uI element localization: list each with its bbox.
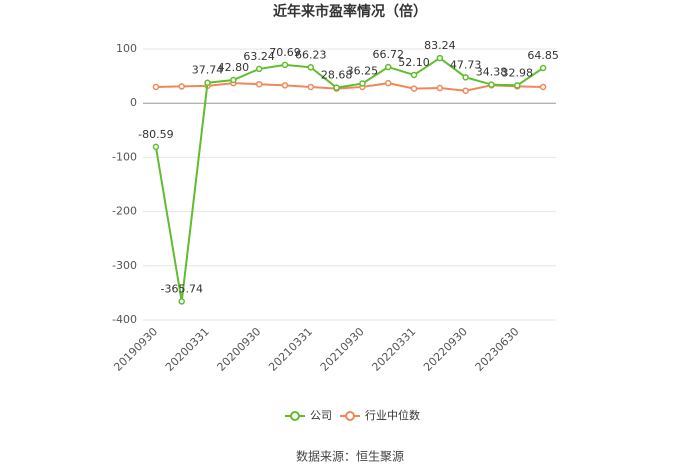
data-point — [384, 63, 392, 71]
legend-marker — [290, 411, 300, 421]
data-label: 47.73 — [450, 58, 482, 71]
y-tick-label: -400 — [112, 313, 137, 326]
data-point — [178, 83, 185, 90]
data-point — [204, 79, 211, 86]
data-label: 66.23 — [295, 48, 327, 61]
data-point — [359, 80, 366, 87]
data-point — [307, 64, 315, 71]
data-point — [488, 81, 495, 88]
data-point — [514, 82, 521, 89]
data-label: 64.85 — [527, 49, 559, 62]
data-point — [410, 71, 418, 79]
data-point — [436, 84, 444, 92]
legend-label: 公司 — [310, 409, 332, 422]
data-point — [255, 80, 263, 88]
data-point — [333, 84, 340, 91]
data-label: -365.74 — [160, 282, 202, 295]
data-point — [436, 54, 444, 62]
y-tick-label: -300 — [112, 259, 137, 272]
data-label: 66.72 — [372, 48, 404, 61]
data-point — [281, 61, 289, 69]
data-point — [255, 65, 263, 73]
data-point — [152, 143, 160, 151]
x-tick-label: 20210331 — [266, 325, 315, 374]
data-label: 36.25 — [347, 65, 379, 78]
data-point — [384, 79, 392, 87]
x-tick-label: 20220331 — [369, 325, 418, 374]
y-tick-label: 0 — [130, 96, 137, 109]
data-point — [178, 298, 185, 305]
x-tick-label: 20200331 — [163, 325, 212, 374]
data-label: 52.10 — [398, 56, 430, 69]
data-label: 34.38 — [476, 66, 508, 79]
legend-label: 行业中位数 — [365, 408, 420, 422]
data-point — [152, 83, 160, 91]
legend-marker — [345, 411, 355, 421]
data-point — [462, 87, 469, 94]
data-point — [281, 82, 289, 89]
y-tick-label: -100 — [112, 150, 137, 163]
data-label: -80.59 — [138, 128, 173, 141]
data-label: 42.80 — [218, 61, 250, 74]
data-point — [410, 85, 418, 92]
x-tick-label: 20220930 — [421, 325, 470, 374]
data-point — [462, 74, 469, 81]
data-label: 63.24 — [243, 50, 275, 63]
data-point — [539, 83, 547, 91]
data-label: 28.68 — [321, 69, 353, 82]
data-point — [539, 64, 547, 72]
data-label: 83.24 — [424, 39, 456, 52]
x-tick-label: 20190930 — [111, 325, 160, 374]
data-label: 70.69 — [269, 46, 301, 59]
y-tick-label: 100 — [116, 42, 137, 55]
series-line — [154, 56, 544, 302]
x-tick-label: 20230630 — [473, 325, 522, 374]
data-label: 32.98 — [502, 66, 534, 79]
data-point — [307, 83, 315, 91]
chart-title: 近年来市盈率情况（倍） — [273, 3, 427, 20]
source-note: 数据来源：恒生聚源 — [296, 449, 404, 464]
x-tick-label: 20200930 — [215, 325, 264, 374]
x-tick-label: 20210930 — [318, 325, 367, 374]
y-tick-label: -200 — [112, 205, 137, 218]
data-point — [230, 76, 237, 84]
data-label: 37.74 — [192, 64, 224, 77]
series-line — [155, 82, 544, 92]
